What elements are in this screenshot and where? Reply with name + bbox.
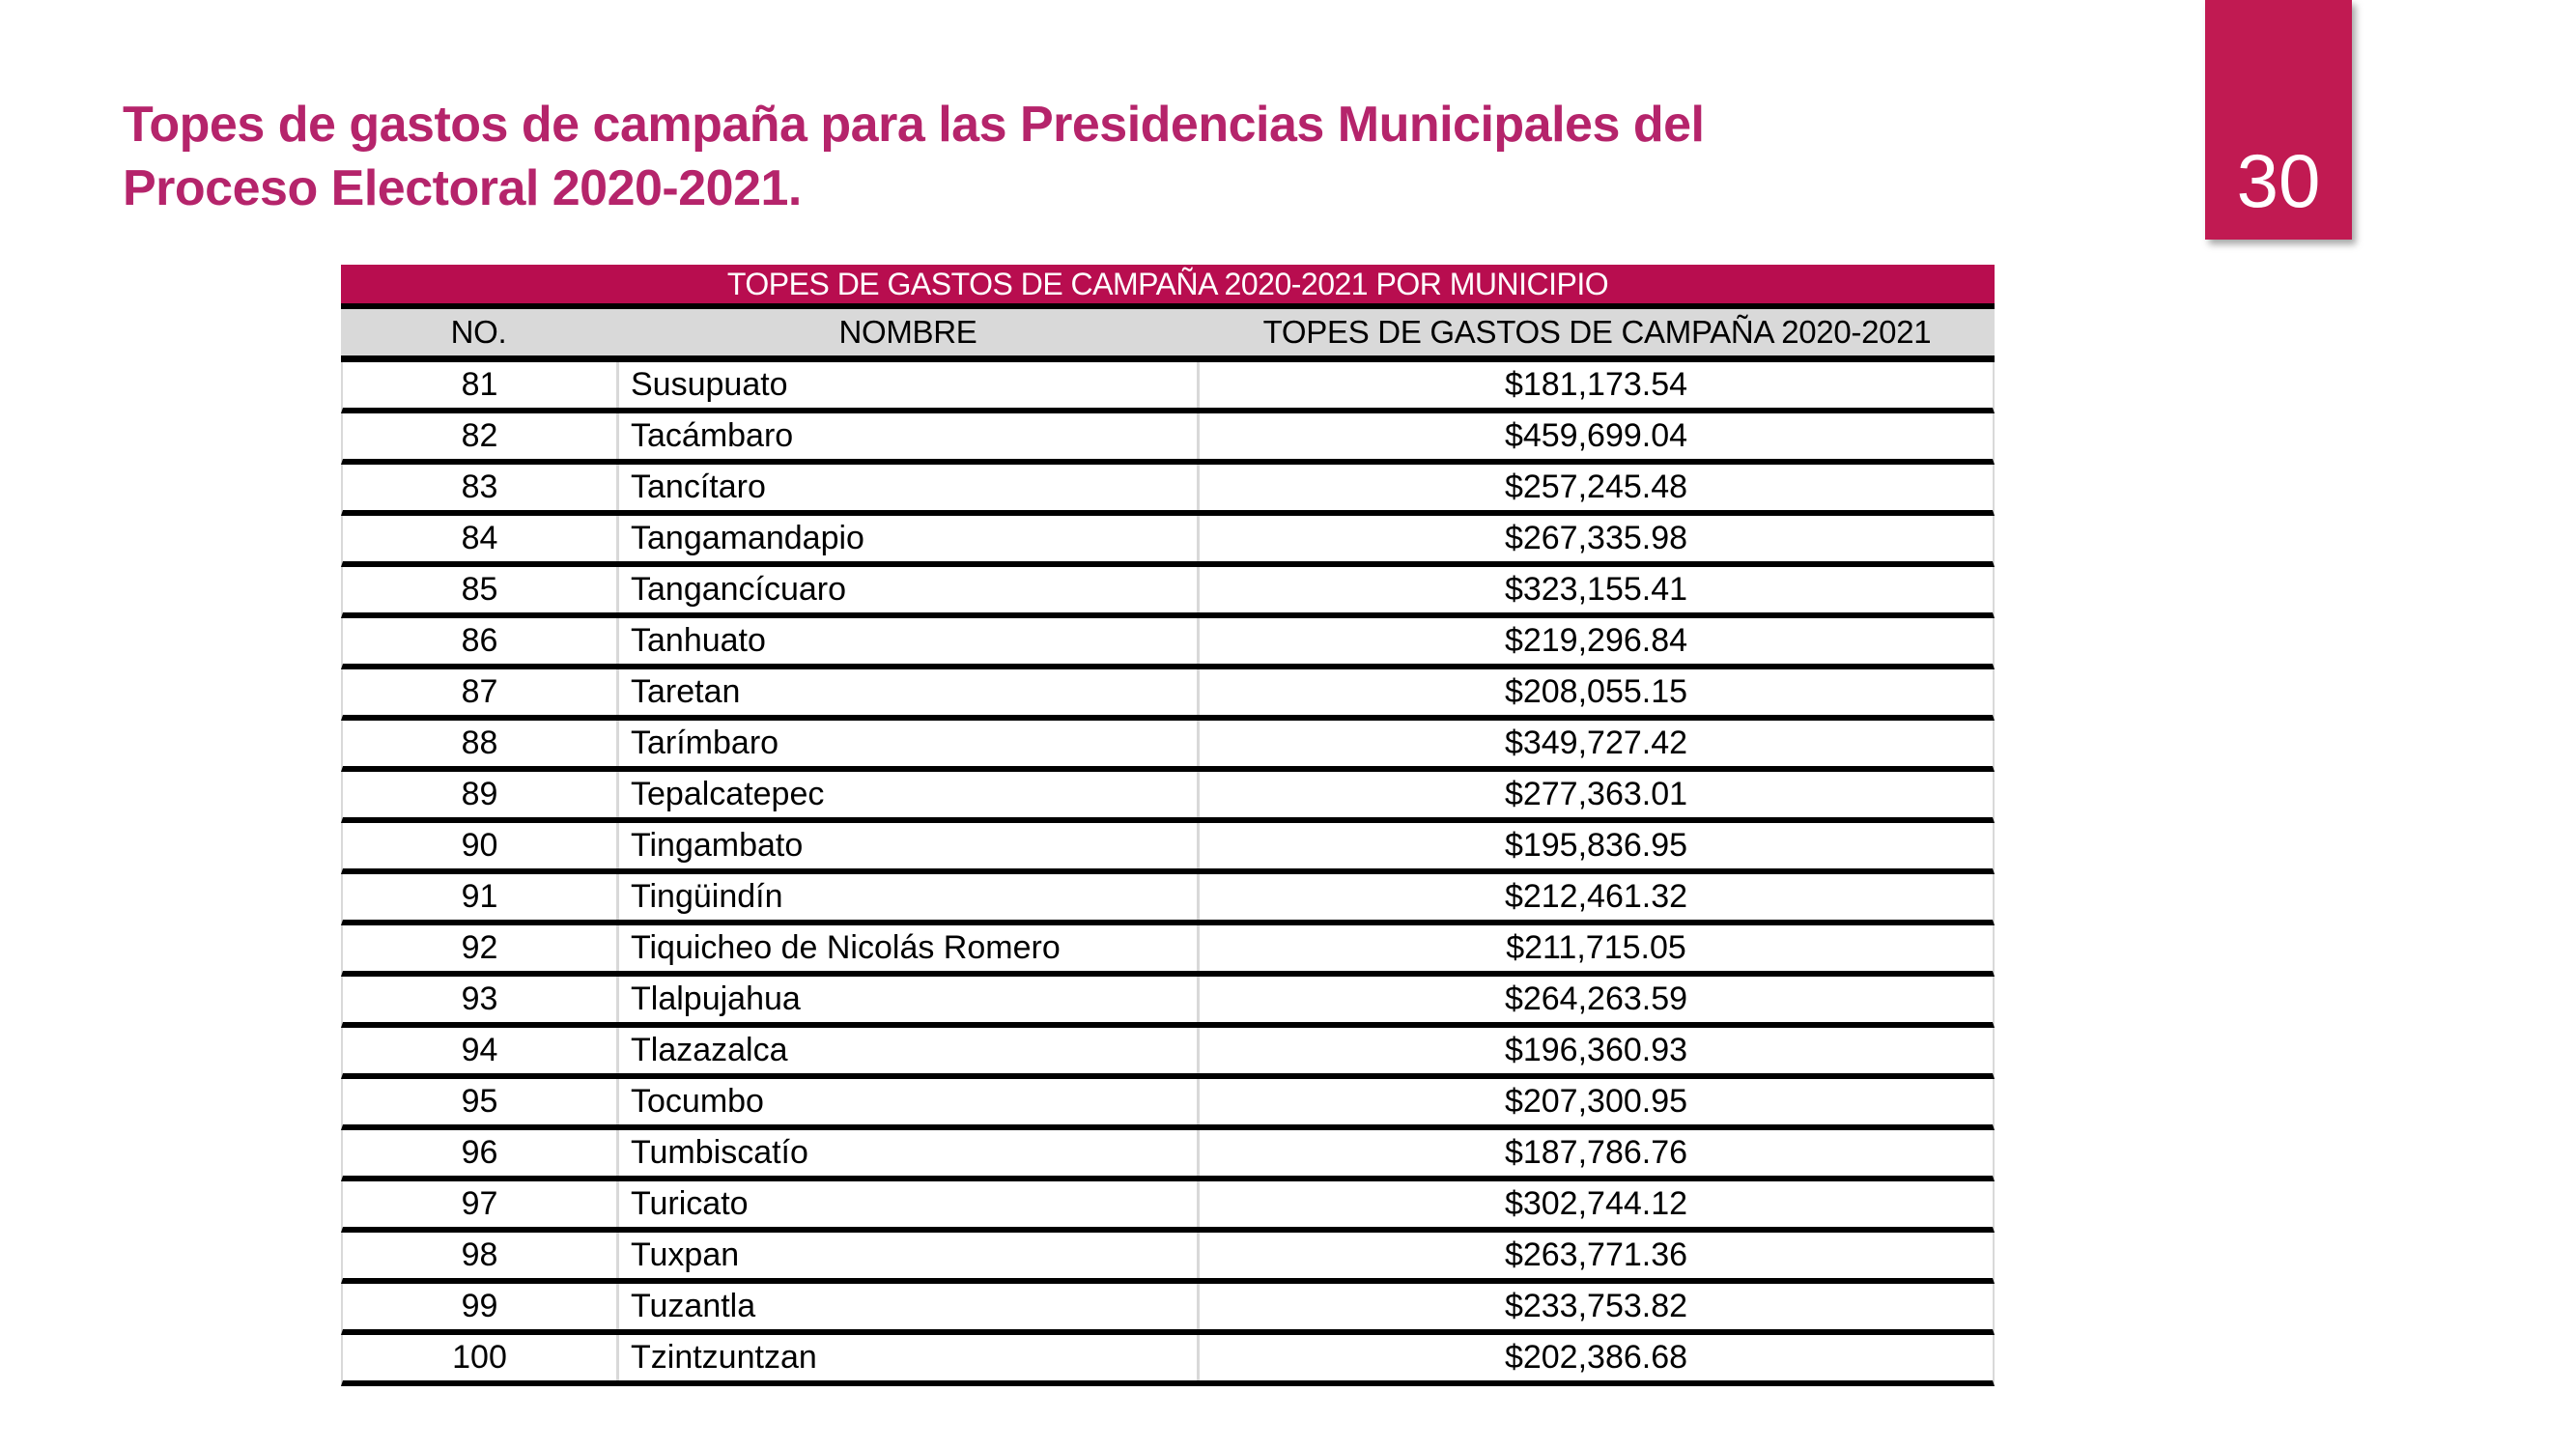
cell-name: Tangamandapio xyxy=(616,516,1197,561)
cell-name: Tuzantla xyxy=(616,1284,1197,1329)
cell-amount: $257,245.48 xyxy=(1197,465,1993,510)
cell-amount: $233,753.82 xyxy=(1197,1284,1993,1329)
cell-no: 87 xyxy=(461,673,498,710)
cell-name: Tingüindín xyxy=(616,874,1197,920)
column-header-topes: TOPES DE GASTOS DE CAMPAÑA 2020-2021 xyxy=(1262,314,1932,350)
table-row: 100 Tzintzuntzan $202,386.68 xyxy=(341,1335,1995,1386)
cell-no: 81 xyxy=(461,366,498,403)
table-row: 95 Tocumbo $207,300.95 xyxy=(341,1079,1995,1130)
table-header-row: NO. NOMBRE TOPES DE GASTOS DE CAMPAÑA 20… xyxy=(341,309,1995,362)
cell-name: Tacámbaro xyxy=(616,413,1197,459)
page-title-line1: Topes de gastos de campaña para las Pres… xyxy=(123,97,1705,153)
cell-name: Tlazazalca xyxy=(616,1028,1197,1073)
cell-no: 93 xyxy=(461,980,498,1017)
column-header-no: NO. xyxy=(450,314,507,350)
cell-no: 85 xyxy=(461,571,498,608)
table-row: 81 Susupuato $181,173.54 xyxy=(341,362,1995,413)
table-row: 82 Tacámbaro $459,699.04 xyxy=(341,413,1995,465)
table-row: 99 Tuzantla $233,753.82 xyxy=(341,1284,1995,1335)
page-title: Topes de gastos de campaña para las Pres… xyxy=(123,93,2054,220)
cell-amount: $181,173.54 xyxy=(1197,362,1993,408)
table-row: 89 Tepalcatepec $277,363.01 xyxy=(341,772,1995,823)
cell-name: Tumbiscatío xyxy=(616,1130,1197,1176)
table-banner: TOPES DE GASTOS DE CAMPAÑA 2020-2021 POR… xyxy=(341,265,1995,309)
cell-no: 86 xyxy=(461,622,498,659)
cell-no: 88 xyxy=(461,724,498,761)
cell-amount: $211,715.05 xyxy=(1197,925,1993,971)
table-row: 98 Tuxpan $263,771.36 xyxy=(341,1233,1995,1284)
cell-amount: $195,836.95 xyxy=(1197,823,1993,868)
cell-no: 96 xyxy=(461,1134,498,1171)
cell-amount: $196,360.93 xyxy=(1197,1028,1993,1073)
column-header-nombre: NOMBRE xyxy=(838,314,977,350)
cell-name: Taretan xyxy=(616,669,1197,715)
cell-amount: $202,386.68 xyxy=(1197,1335,1993,1380)
cell-no: 91 xyxy=(461,878,498,915)
page-title-line2: Proceso Electoral 2020-2021. xyxy=(123,160,802,216)
table-row: 88 Tarímbaro $349,727.42 xyxy=(341,721,1995,772)
cell-amount: $349,727.42 xyxy=(1197,721,1993,766)
table-row: 83 Tancítaro $257,245.48 xyxy=(341,465,1995,516)
cell-name: Susupuato xyxy=(616,362,1197,408)
cell-no: 97 xyxy=(461,1185,498,1222)
table-row: 85 Tangancícuaro $323,155.41 xyxy=(341,567,1995,618)
cell-amount: $459,699.04 xyxy=(1197,413,1993,459)
table-row: 94 Tlazazalca $196,360.93 xyxy=(341,1028,1995,1079)
table-row: 87 Taretan $208,055.15 xyxy=(341,669,1995,721)
table-body: 81 Susupuato $181,173.54 82 Tacámbaro $459,69… xyxy=(341,362,1995,1386)
campaign-limits-table: TOPES DE GASTOS DE CAMPAÑA 2020-2021 POR… xyxy=(341,265,1995,1386)
cell-name: Tzintzuntzan xyxy=(616,1335,1197,1380)
cell-name: Tangancícuaro xyxy=(616,567,1197,612)
cell-no: 84 xyxy=(461,520,498,556)
cell-name: Tancítaro xyxy=(616,465,1197,510)
cell-amount: $323,155.41 xyxy=(1197,567,1993,612)
cell-amount: $207,300.95 xyxy=(1197,1079,1993,1124)
table-row: 84 Tangamandapio $267,335.98 xyxy=(341,516,1995,567)
cell-no: 92 xyxy=(461,929,498,966)
cell-name: Tuxpan xyxy=(616,1233,1197,1278)
table-row: 90 Tingambato $195,836.95 xyxy=(341,823,1995,874)
cell-no: 95 xyxy=(461,1083,498,1120)
cell-no: 94 xyxy=(461,1032,498,1068)
cell-amount: $263,771.36 xyxy=(1197,1233,1993,1278)
table-row: 86 Tanhuato $219,296.84 xyxy=(341,618,1995,669)
cell-amount: $277,363.01 xyxy=(1197,772,1993,817)
cell-amount: $302,744.12 xyxy=(1197,1181,1993,1227)
cell-name: Tiquicheo de Nicolás Romero xyxy=(616,925,1197,971)
table-row: 91 Tingüindín $212,461.32 xyxy=(341,874,1995,925)
cell-amount: $219,296.84 xyxy=(1197,618,1993,664)
cell-amount: $264,263.59 xyxy=(1197,977,1993,1022)
table-row: 93 Tlalpujahua $264,263.59 xyxy=(341,977,1995,1028)
cell-name: Tarímbaro xyxy=(616,721,1197,766)
cell-name: Turicato xyxy=(616,1181,1197,1227)
cell-no: 98 xyxy=(461,1236,498,1273)
cell-name: Tanhuato xyxy=(616,618,1197,664)
cell-name: Tocumbo xyxy=(616,1079,1197,1124)
cell-amount: $187,786.76 xyxy=(1197,1130,1993,1176)
table-row: 97 Turicato $302,744.12 xyxy=(341,1181,1995,1233)
cell-amount: $212,461.32 xyxy=(1197,874,1993,920)
cell-no: 83 xyxy=(461,469,498,505)
cell-name: Tlalpujahua xyxy=(616,977,1197,1022)
page-number: 30 xyxy=(2236,138,2321,223)
cell-no: 82 xyxy=(461,417,498,454)
cell-amount: $267,335.98 xyxy=(1197,516,1993,561)
table-row: 96 Tumbiscatío $187,786.76 xyxy=(341,1130,1995,1181)
cell-amount: $208,055.15 xyxy=(1197,669,1993,715)
cell-no: 99 xyxy=(461,1288,498,1324)
cell-no: 100 xyxy=(452,1339,507,1376)
cell-no: 89 xyxy=(461,776,498,812)
cell-name: Tingambato xyxy=(616,823,1197,868)
table-row: 92 Tiquicheo de Nicolás Romero $211,715.05 xyxy=(341,925,1995,977)
cell-no: 90 xyxy=(461,827,498,864)
page-number-badge: 30 xyxy=(2205,0,2352,240)
cell-name: Tepalcatepec xyxy=(616,772,1197,817)
